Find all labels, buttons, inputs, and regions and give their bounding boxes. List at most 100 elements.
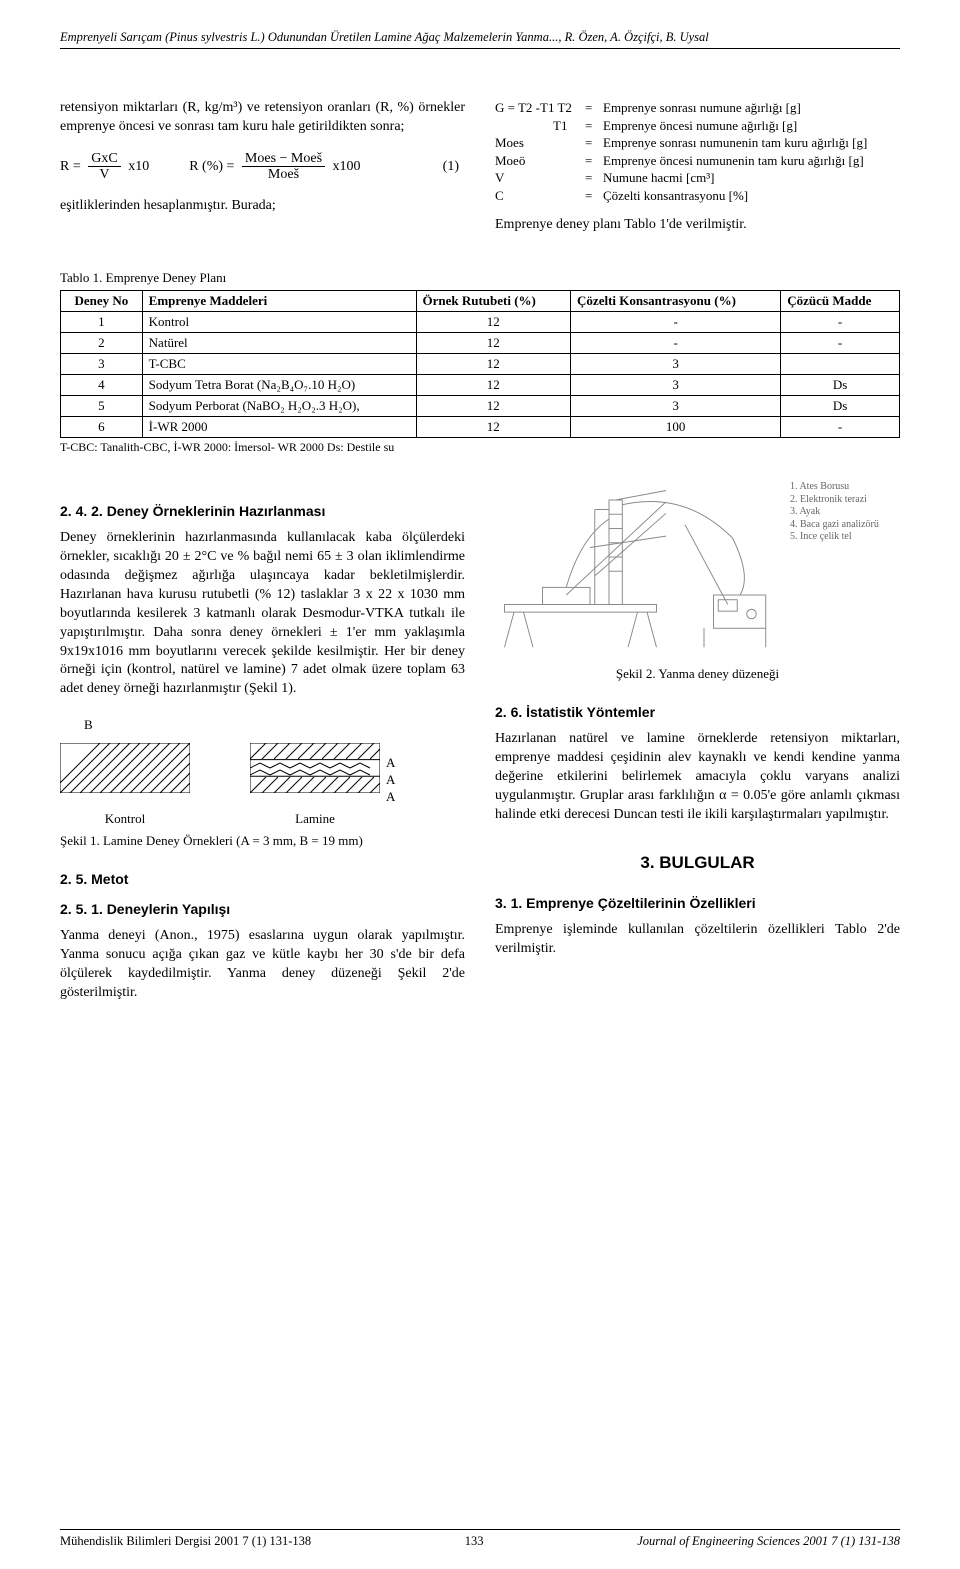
sec-3-heading: 3. BULGULAR — [495, 853, 900, 873]
tablo1-cell: - — [571, 333, 781, 354]
definition-equals: = — [585, 169, 603, 187]
tablo1-cell: - — [781, 312, 900, 333]
footer-center: 133 — [465, 1534, 484, 1549]
definition-text: Emprenye öncesi numunenin tam kuru ağırl… — [603, 152, 900, 170]
tablo1-cell: 12 — [416, 312, 571, 333]
tablo1-cell: 3 — [571, 396, 781, 417]
tablo1-cell: 2 — [61, 333, 143, 354]
fig2-legend: 1. Ates Borusu2. Elektronik terazi3. Aya… — [790, 481, 900, 652]
tablo1-header-cell: Deney No — [61, 291, 143, 312]
formula-Rpct-prefix: R (%) = — [189, 159, 234, 174]
fig1-B-label: B — [84, 717, 465, 733]
tablo1-cell: - — [781, 417, 900, 438]
tablo1-cell: İ-WR 2000 — [142, 417, 416, 438]
tablo1-cell: - — [571, 312, 781, 333]
tablo1-cell: 100 — [571, 417, 781, 438]
definition-text: Emprenye sonrası numune ağırlığı [g] — [603, 99, 900, 117]
definition-equals: = — [585, 152, 603, 170]
tablo1-cell: 3 — [571, 375, 781, 396]
formula-R-num: GxC — [88, 151, 120, 167]
tablo1-cell: Sodyum Perborat (NaBO₂ H₂O₂.3 H₂O), — [142, 396, 416, 417]
intro-right-col: G = T2 -T1 T2=Emprenye sonrası numune ağ… — [495, 99, 900, 245]
tablo1-cell: 12 — [416, 417, 571, 438]
tablo1-row: 4Sodyum Tetra Borat (Na₂B₄O₇.10 H₂O)123D… — [61, 375, 900, 396]
intro-right-tail: Emprenye deney planı Tablo 1'de verilmiş… — [495, 216, 900, 235]
definition-row: Moes=Emprenye sonrası numunenin tam kuru… — [495, 134, 900, 152]
fig1-kontrol-block: Kontrol — [60, 743, 190, 827]
tablo1-cell: 3 — [61, 354, 143, 375]
definition-symbol: Moes — [495, 134, 585, 152]
tablo1-cell — [781, 354, 900, 375]
tablo1-cell: 1 — [61, 312, 143, 333]
fig1-caption: Şekil 1. Lamine Deney Örnekleri (A = 3 m… — [60, 833, 465, 849]
tablo1-header-cell: Emprenye Maddeleri — [142, 291, 416, 312]
fig1-lamine-block: Lamine — [250, 743, 380, 827]
sec-242-heading: 2. 4. 2. Deney Örneklerinin Hazırlanması — [60, 503, 465, 519]
tablo1-cell: 12 — [416, 375, 571, 396]
body-left-col: 2. 4. 2. Deney Örneklerinin Hazırlanması… — [60, 481, 465, 1013]
definition-row: V=Numune hacmi [cm³] — [495, 169, 900, 187]
sec-25-heading: 2. 5. Metot — [60, 871, 465, 887]
intro-left-col: retensiyon miktarları (R, kg/m³) ve rete… — [60, 99, 465, 245]
tablo1-cell: T-CBC — [142, 354, 416, 375]
running-footer: Mühendislik Bilimleri Dergisi 2001 7 (1)… — [60, 1529, 900, 1549]
tablo1: Deney NoEmprenye MaddeleriÖrnek Rutubeti… — [60, 290, 900, 438]
tablo1-header-cell: Örnek Rutubeti (%) — [416, 291, 571, 312]
definition-equals: = — [585, 99, 603, 117]
fig2-caption: Şekil 2. Yanma deney düzeneği — [495, 666, 900, 682]
sec-31-body: Emprenye işleminde kullanılan çözeltiler… — [495, 921, 900, 959]
intro-p1: retensiyon miktarları (R, kg/m³) ve rete… — [60, 99, 465, 137]
sec-26-heading: 2. 6. İstatistik Yöntemler — [495, 704, 900, 720]
tablo1-cell: Ds — [781, 396, 900, 417]
footer-right: Journal of Engineering Sciences 2001 7 (… — [637, 1534, 900, 1549]
fig1-kontrol-label: Kontrol — [105, 811, 145, 827]
formula-Rpct-suffix: x100 — [333, 159, 361, 174]
tablo1-cell: 6 — [61, 417, 143, 438]
definition-equals: = — [585, 187, 603, 205]
definition-symbol: T1 — [495, 117, 585, 135]
formula-row: R = GxC V x10 R (%) = Moes − Moeš Moeš x… — [60, 151, 465, 183]
definition-equals: = — [585, 134, 603, 152]
definition-text: Numune hacmi [cm³] — [603, 169, 900, 187]
tablo1-cell: 4 — [61, 375, 143, 396]
fig2-legend-item: 4. Baca gazi analizörü — [790, 519, 900, 532]
definition-row: T1=Emprenye öncesi numune ağırlığı [g] — [495, 117, 900, 135]
sec-26-body: Hazırlanan natürel ve lamine örneklerde … — [495, 730, 900, 824]
hatch-kontrol-icon — [60, 743, 190, 793]
definition-row: Moeö=Emprenye öncesi numunenin tam kuru … — [495, 152, 900, 170]
fig2-legend-item: 2. Elektronik terazi — [790, 494, 900, 507]
fig1-A-label-3: A — [386, 789, 395, 805]
fig2-legend-item: 5. Ince çelik tel — [790, 531, 900, 544]
tablo1-footnote: T-CBC: Tanalith-CBC, İ-WR 2000: İmersol-… — [60, 440, 900, 455]
formula-R: R = GxC V x10 — [60, 151, 149, 183]
running-header: Emprenyeli Sarıçam (Pinus sylvestris L.)… — [60, 30, 900, 49]
figure-1: B — [60, 717, 465, 849]
fig2-legend-item: 1. Ates Borusu — [790, 481, 900, 494]
tablo1-row: 1Kontrol12-- — [61, 312, 900, 333]
intro-p2: eşitliklerinden hesaplanmıştır. Burada; — [60, 197, 465, 216]
apparatus-icon — [495, 481, 780, 652]
definition-text: Çözelti konsantrasyonu [%] — [603, 187, 900, 205]
tablo1-row: 6İ-WR 200012100- — [61, 417, 900, 438]
definition-symbol: G = T2 -T1 T2 — [495, 99, 585, 117]
tablo1-cell: Natürel — [142, 333, 416, 354]
fig1-A-label-1: A — [386, 755, 395, 771]
formula-Rpct-num: Moes − Moeš — [242, 151, 325, 167]
figure-2: 1. Ates Borusu2. Elektronik terazi3. Aya… — [495, 481, 900, 652]
sec-251-heading: 2. 5. 1. Deneylerin Yapılışı — [60, 901, 465, 917]
definition-text: Emprenye öncesi numune ağırlığı [g] — [603, 117, 900, 135]
fig1-A-labels: A A A — [386, 755, 395, 805]
formula-R-prefix: R = — [60, 159, 81, 174]
tablo1-header-cell: Çözücü Madde — [781, 291, 900, 312]
tablo1-cell: Kontrol — [142, 312, 416, 333]
tablo1-cell: 5 — [61, 396, 143, 417]
definition-equals: = — [585, 117, 603, 135]
definition-symbol: Moeö — [495, 152, 585, 170]
formula-Rpct: R (%) = Moes − Moeš Moeš x100 — [189, 151, 360, 183]
footer-left: Mühendislik Bilimleri Dergisi 2001 7 (1)… — [60, 1534, 311, 1549]
formula-Rpct-den: Moeš — [265, 167, 302, 182]
tablo1-cell: Sodyum Tetra Borat (Na₂B₄O₇.10 H₂O) — [142, 375, 416, 396]
tablo1-caption: Tablo 1. Emprenye Deney Planı — [60, 270, 900, 286]
fig1-lamine-label: Lamine — [295, 811, 335, 827]
formula-eqnum: (1) — [443, 159, 465, 175]
